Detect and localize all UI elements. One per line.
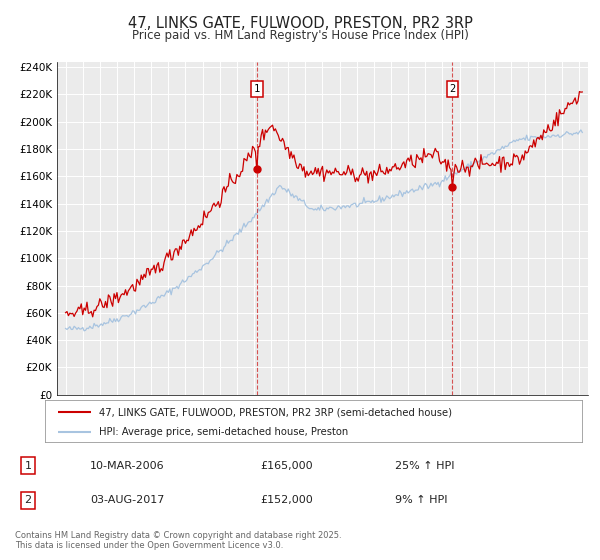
Text: HPI: Average price, semi-detached house, Preston: HPI: Average price, semi-detached house,… — [98, 427, 348, 437]
Text: Price paid vs. HM Land Registry's House Price Index (HPI): Price paid vs. HM Land Registry's House … — [131, 29, 469, 42]
Text: 2: 2 — [25, 496, 32, 505]
Text: 47, LINKS GATE, FULWOOD, PRESTON, PR2 3RP: 47, LINKS GATE, FULWOOD, PRESTON, PR2 3R… — [128, 16, 472, 31]
Text: Contains HM Land Registry data © Crown copyright and database right 2025.
This d: Contains HM Land Registry data © Crown c… — [15, 530, 341, 550]
Text: 25% ↑ HPI: 25% ↑ HPI — [395, 461, 455, 470]
Text: 1: 1 — [254, 84, 260, 94]
Text: 2: 2 — [449, 84, 455, 94]
Text: 9% ↑ HPI: 9% ↑ HPI — [395, 496, 448, 505]
Text: £165,000: £165,000 — [260, 461, 313, 470]
Text: 03-AUG-2017: 03-AUG-2017 — [90, 496, 164, 505]
Text: 1: 1 — [25, 461, 32, 470]
Text: 47, LINKS GATE, FULWOOD, PRESTON, PR2 3RP (semi-detached house): 47, LINKS GATE, FULWOOD, PRESTON, PR2 3R… — [98, 407, 452, 417]
Text: 10-MAR-2006: 10-MAR-2006 — [90, 461, 164, 470]
Text: £152,000: £152,000 — [260, 496, 313, 505]
